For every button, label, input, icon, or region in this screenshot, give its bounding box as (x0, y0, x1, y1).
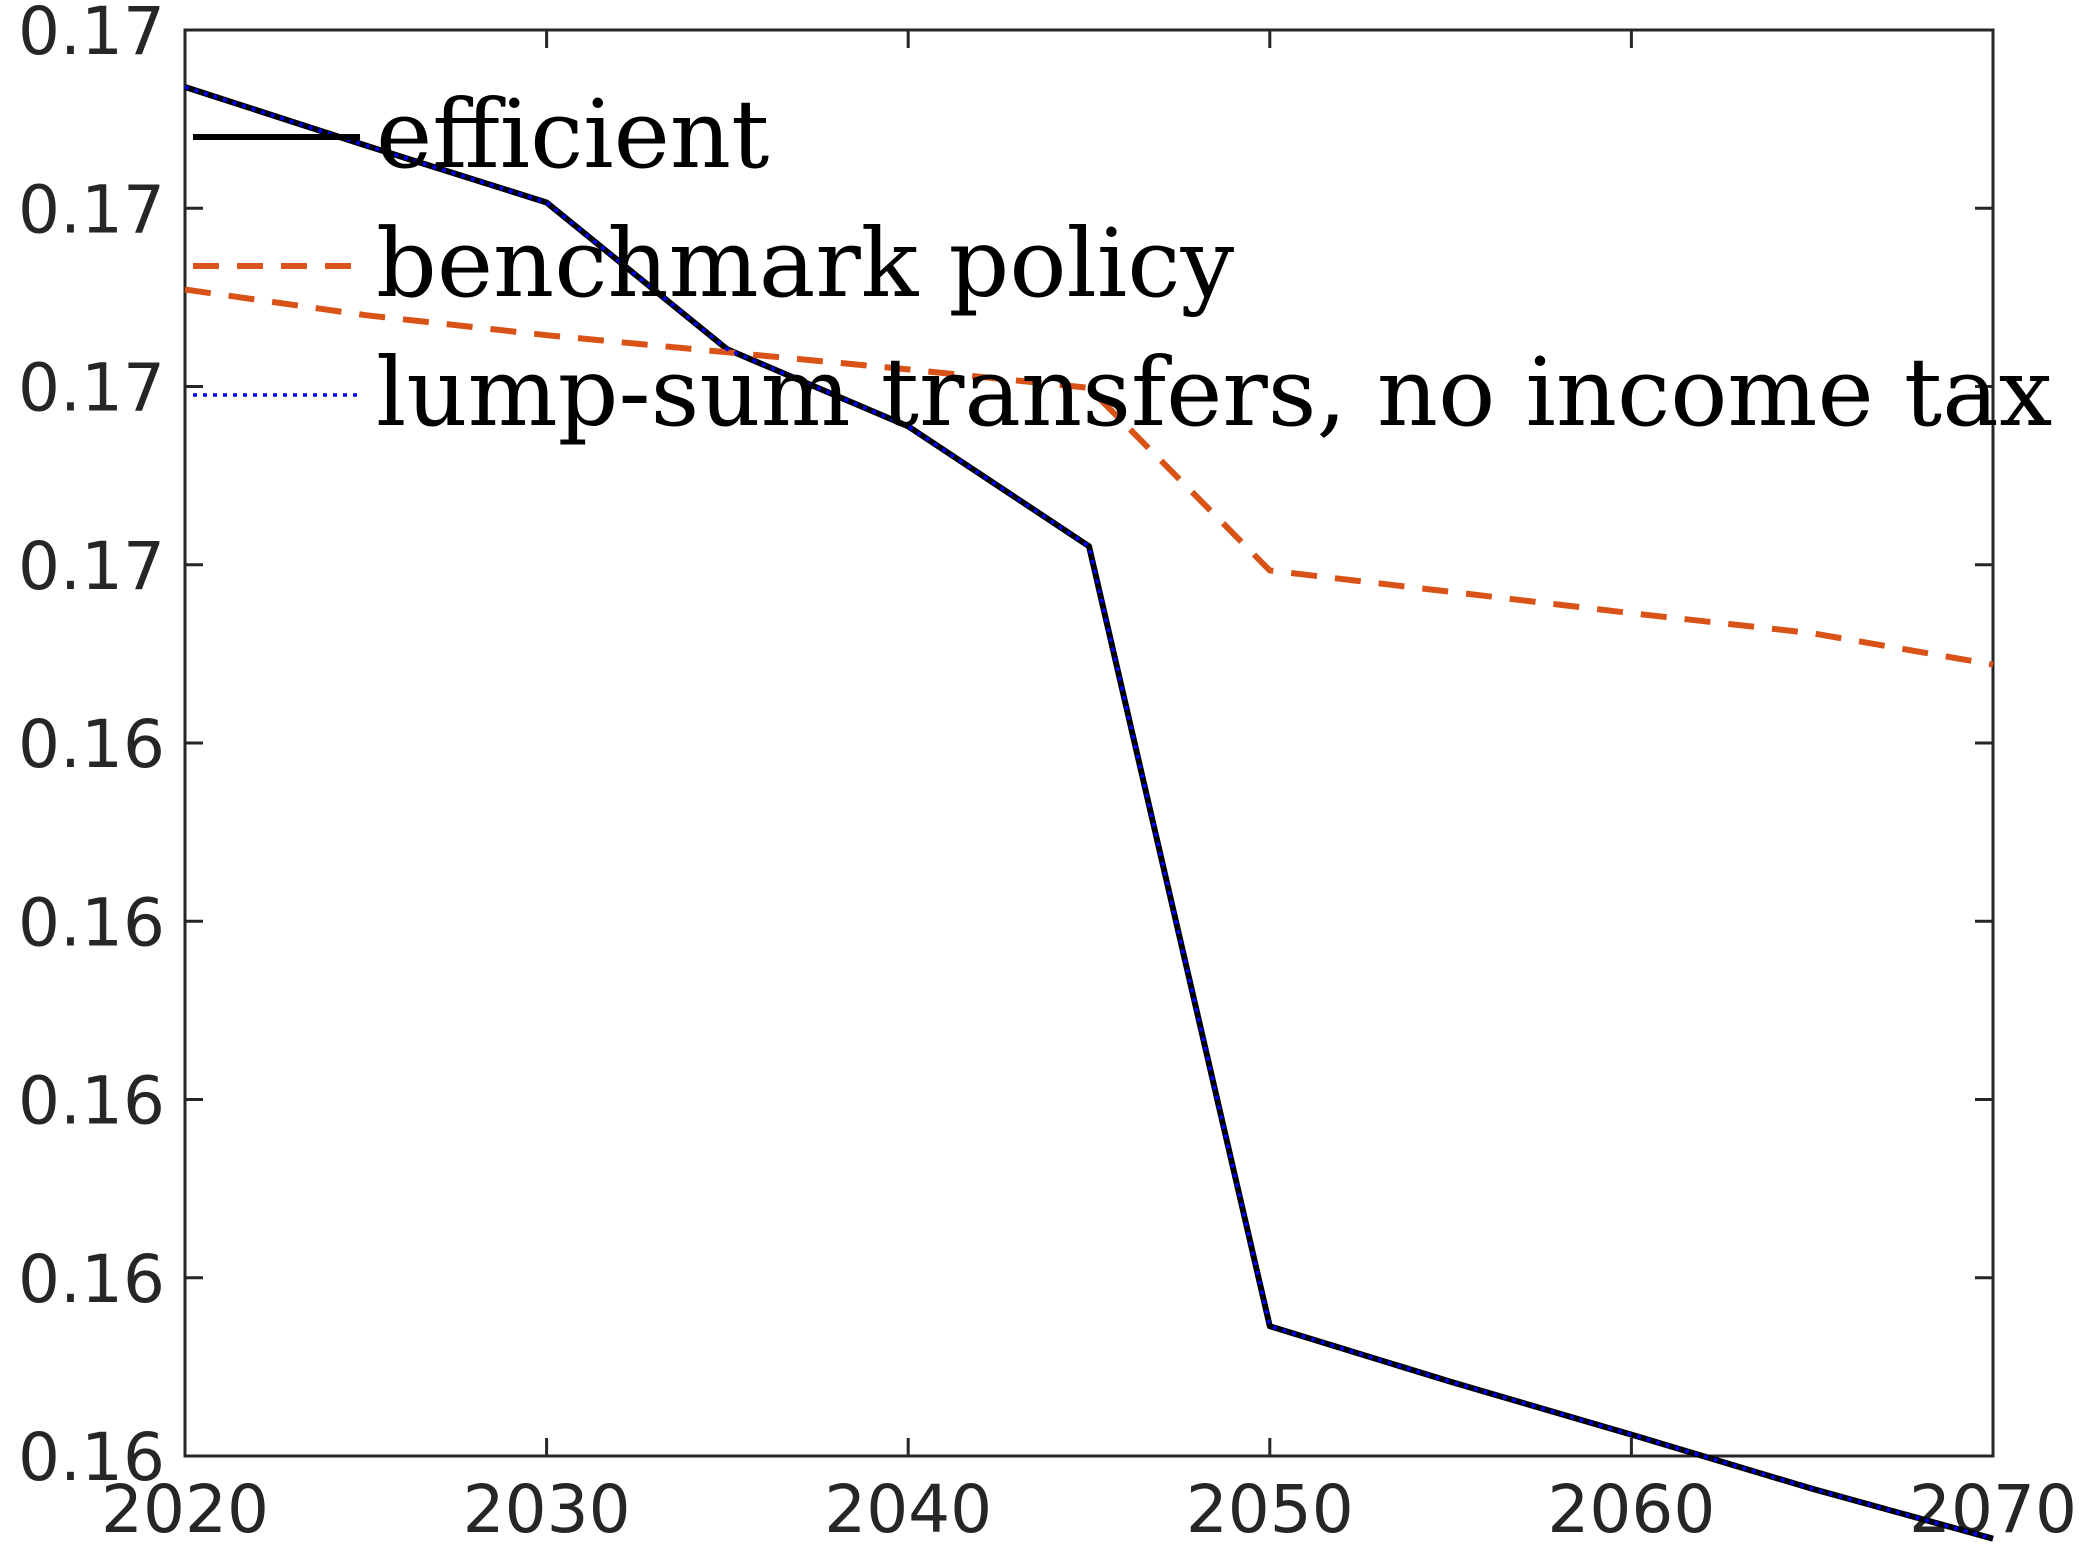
series-layer (184, 84, 1994, 1542)
x-tick-label: 2070 (1909, 1471, 2077, 1548)
y-tick-label: 0.17 (18, 350, 165, 427)
y-tick-label: 0.16 (18, 1063, 165, 1140)
series-line-1 (184, 286, 1994, 668)
x-axis: 2020 2030 2040 2050 2060 2070 (101, 30, 2077, 1548)
y-tick-label: 0.16 (18, 884, 165, 961)
x-tick-label: 2020 (101, 1471, 269, 1548)
y-tick-label: 0.16 (18, 1419, 165, 1496)
y-axis: 0.16 0.16 0.16 0.16 0.16 0.17 0.17 0.17 0.17 (18, 0, 1993, 1496)
y-tick-label: 0.17 (18, 528, 165, 605)
x-tick-label: 2030 (463, 1471, 631, 1548)
legend: efficient benchmark policy lump-sum transf… (193, 80, 2052, 448)
legend-label-0: efficient (376, 80, 769, 190)
axes: 2020 2030 2040 2050 2060 2070 0.160.160.160.1… (18, 0, 2077, 1548)
legend-label-1: benchmark policy (376, 209, 1234, 319)
legend-label-2: lump-sum transfers, no income tax (376, 338, 2052, 448)
y-tick-label: 0.16 (18, 1241, 165, 1318)
y-tick-label: 0.17 (18, 171, 165, 248)
x-tick-label: 2050 (1186, 1471, 1354, 1548)
y-tick-label: 0.17 (18, 0, 165, 70)
y-tick-label: 0.16 (18, 706, 165, 783)
x-tick-label: 2060 (1547, 1471, 1715, 1548)
x-tick-label: 2040 (824, 1471, 992, 1548)
